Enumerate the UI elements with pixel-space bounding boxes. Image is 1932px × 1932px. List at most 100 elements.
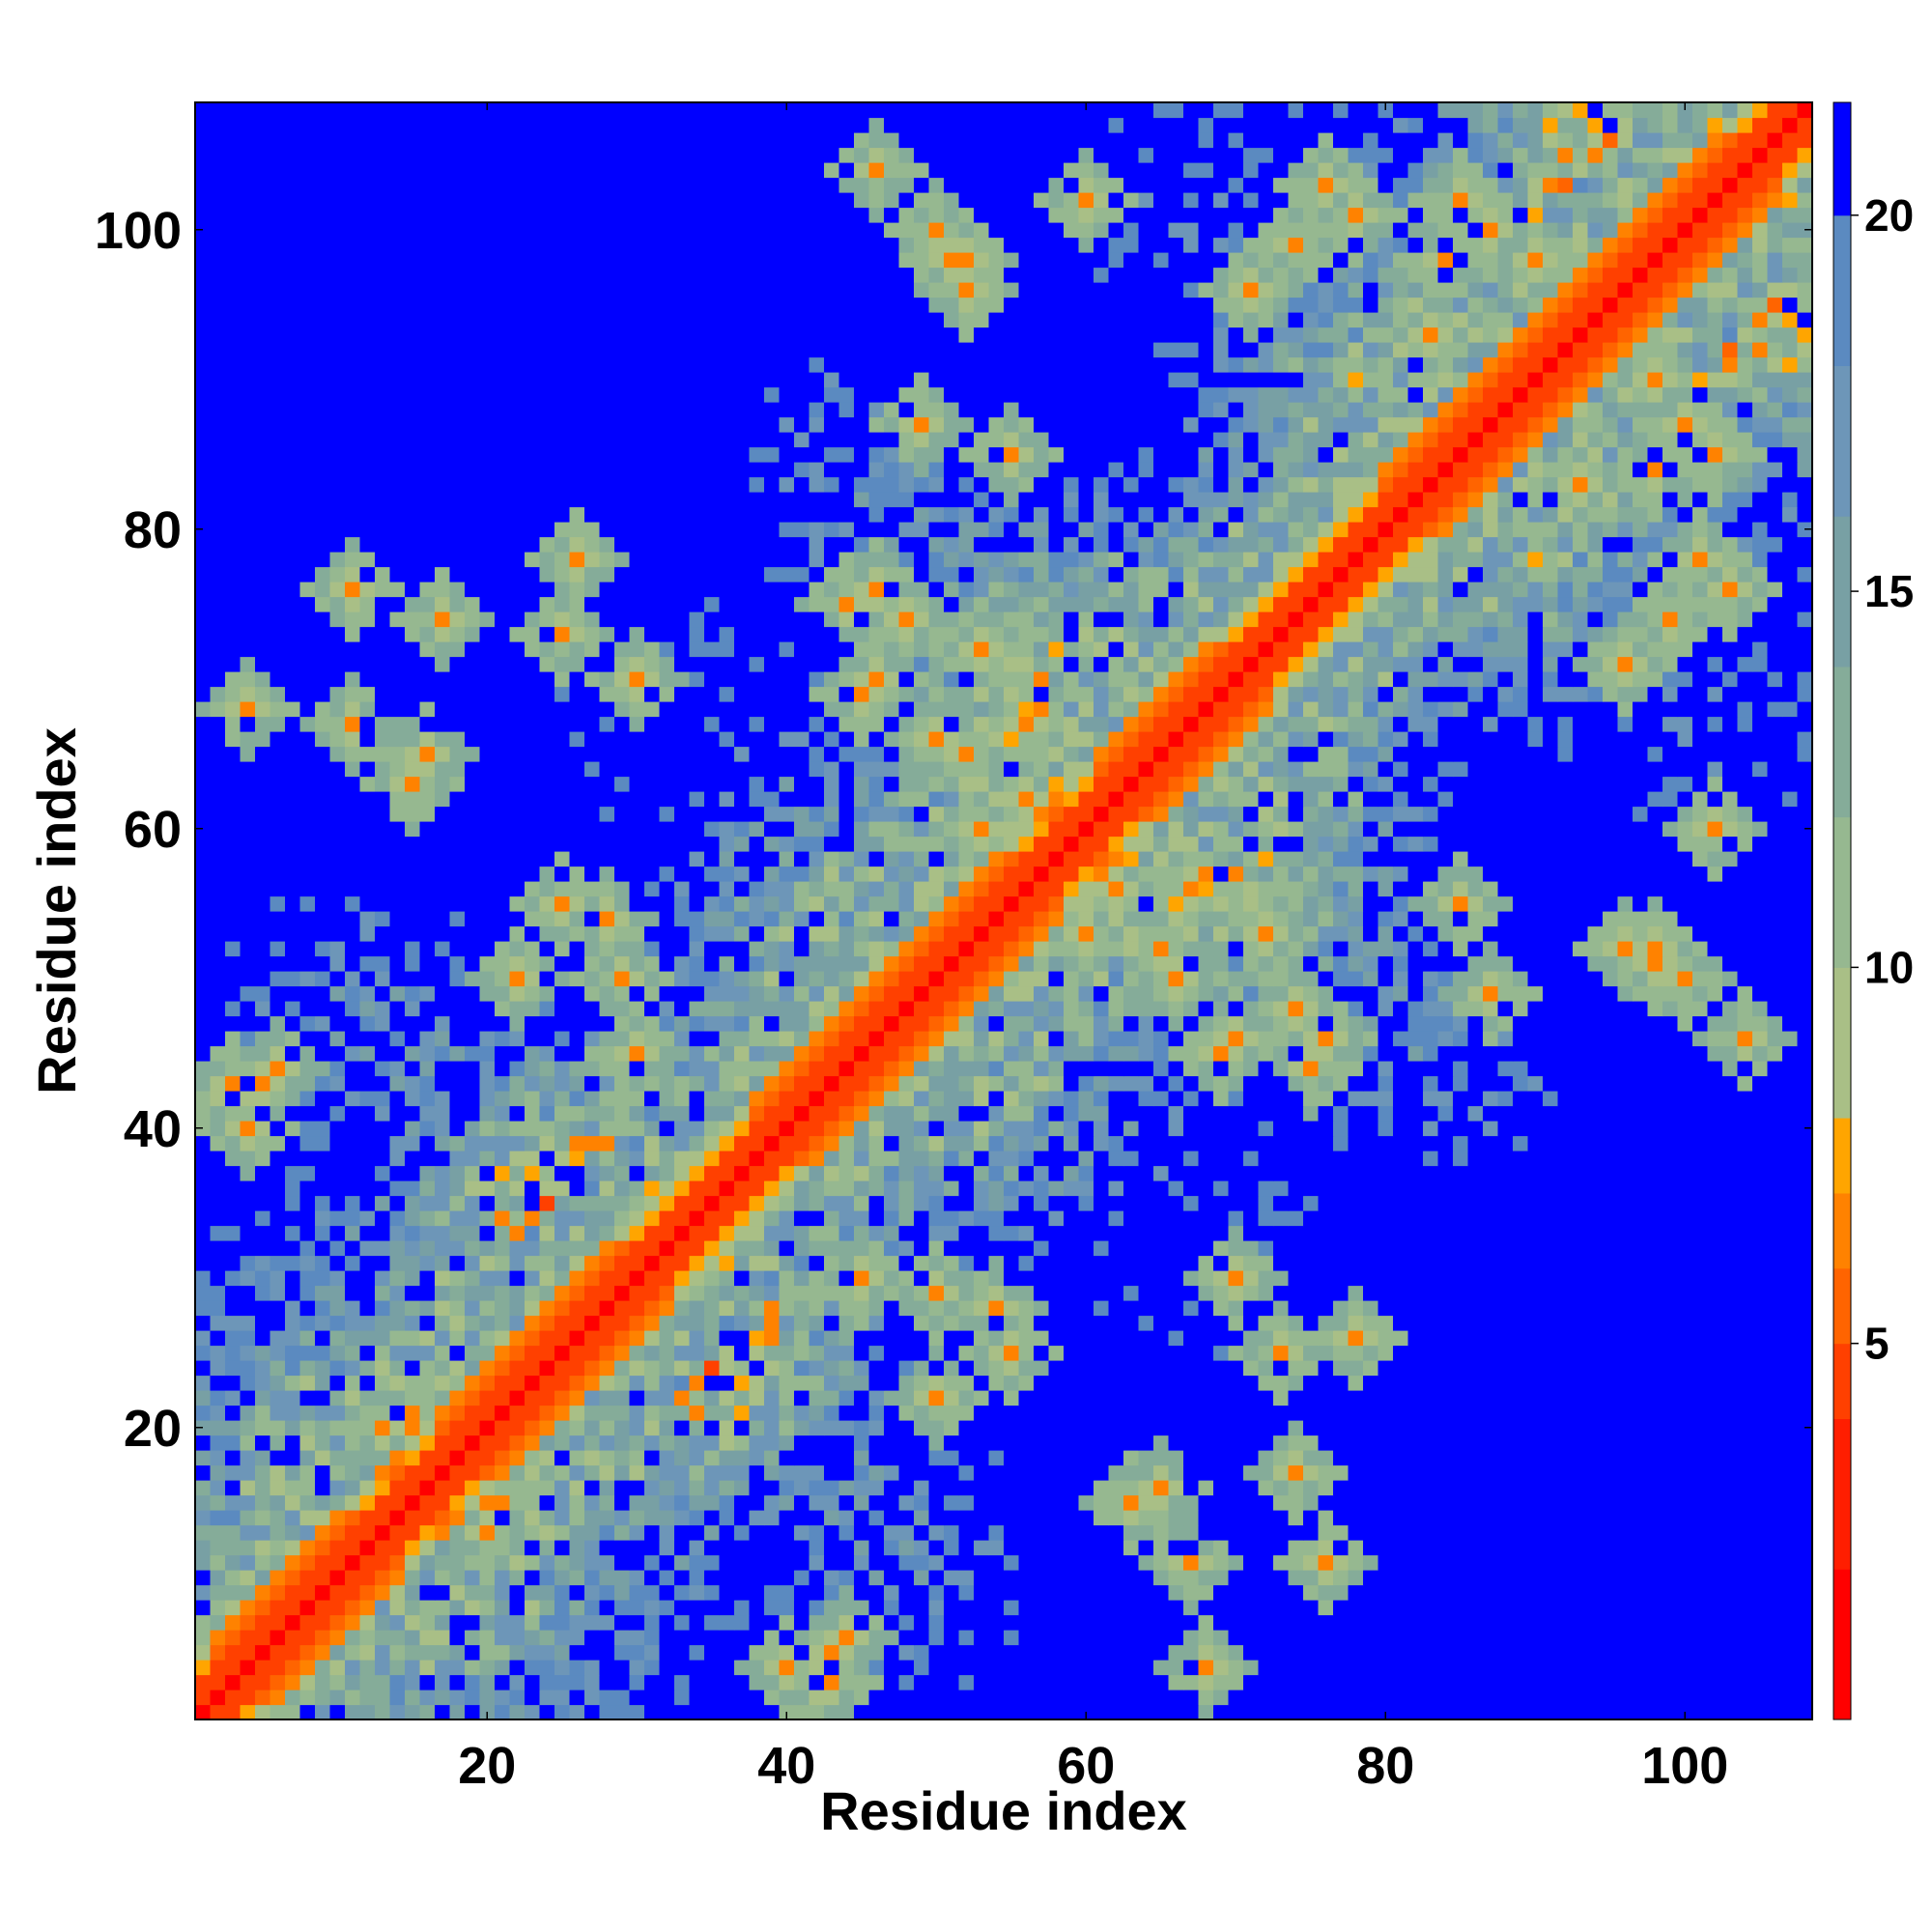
heatmap-cell bbox=[1333, 1330, 1350, 1347]
heatmap-cell bbox=[495, 1360, 511, 1377]
heatmap-cell bbox=[509, 1001, 526, 1017]
heatmap-cell bbox=[539, 851, 555, 867]
heatmap-cell bbox=[375, 866, 391, 882]
heatmap-cell bbox=[389, 147, 406, 163]
heatmap-cell bbox=[225, 851, 242, 867]
heatmap-cell bbox=[225, 402, 242, 418]
heatmap-cell bbox=[195, 701, 212, 718]
heatmap-cell bbox=[1273, 1644, 1290, 1661]
heatmap-cell bbox=[465, 671, 481, 688]
heatmap-cell bbox=[419, 222, 436, 239]
heatmap-cell bbox=[1243, 1345, 1260, 1361]
heatmap-cell bbox=[1363, 1450, 1379, 1466]
heatmap-cell bbox=[1123, 1570, 1140, 1586]
heatmap-cell bbox=[525, 446, 541, 463]
heatmap-cell bbox=[1363, 1494, 1379, 1511]
heatmap-cell bbox=[329, 626, 346, 642]
heatmap-cell bbox=[449, 1091, 466, 1107]
heatmap-cell bbox=[495, 1270, 511, 1287]
heatmap-cell bbox=[764, 1704, 781, 1720]
heatmap-cell bbox=[1513, 1345, 1529, 1361]
heatmap-cell bbox=[914, 1704, 930, 1720]
heatmap-cell bbox=[1168, 1480, 1184, 1496]
heatmap-cell bbox=[1273, 1674, 1290, 1690]
heatmap-cell bbox=[689, 1644, 705, 1661]
heatmap-cell bbox=[1497, 1450, 1514, 1466]
heatmap-cell bbox=[1183, 1420, 1200, 1436]
heatmap-cell bbox=[495, 386, 511, 403]
heatmap-cell bbox=[1213, 1330, 1230, 1347]
heatmap-cell bbox=[1692, 1524, 1709, 1541]
heatmap-cell bbox=[525, 402, 541, 418]
heatmap-cell bbox=[554, 1524, 571, 1541]
heatmap-cell bbox=[539, 1001, 555, 1017]
heatmap-cell bbox=[299, 596, 316, 612]
heatmap-cell bbox=[1797, 1390, 1813, 1406]
heatmap-cell bbox=[1183, 1630, 1200, 1646]
heatmap-cell bbox=[509, 327, 526, 343]
heatmap-cell bbox=[569, 356, 585, 373]
heatmap-cell bbox=[1123, 1330, 1140, 1347]
heatmap-cell bbox=[809, 1524, 825, 1541]
heatmap-cell bbox=[329, 297, 346, 313]
heatmap-cell bbox=[359, 686, 376, 702]
heatmap-cell bbox=[1243, 1584, 1260, 1601]
heatmap-cell bbox=[299, 386, 316, 403]
heatmap-cell bbox=[794, 1480, 810, 1496]
heatmap-cell bbox=[719, 1464, 735, 1481]
heatmap-cell bbox=[1483, 1674, 1499, 1690]
heatmap-cell bbox=[419, 656, 436, 672]
heatmap-cell bbox=[1048, 1330, 1065, 1347]
heatmap-cell bbox=[1543, 1420, 1559, 1436]
heatmap-cell bbox=[1527, 1405, 1544, 1421]
heatmap-cell bbox=[1123, 1405, 1140, 1421]
heatmap-cell bbox=[554, 1240, 571, 1257]
heatmap-cell bbox=[1243, 1464, 1260, 1481]
heatmap-cell bbox=[195, 446, 212, 463]
heatmap-cell bbox=[509, 895, 526, 912]
heatmap-cell bbox=[1557, 1510, 1574, 1526]
heatmap-cell bbox=[270, 372, 286, 388]
heatmap-cell bbox=[854, 1644, 870, 1661]
heatmap-cell bbox=[1034, 1630, 1050, 1646]
heatmap-cell bbox=[495, 506, 511, 523]
heatmap-cell bbox=[479, 552, 496, 568]
heatmap-cell bbox=[884, 1614, 900, 1631]
heatmap-cell bbox=[225, 1644, 242, 1661]
heatmap-cell bbox=[449, 1015, 466, 1032]
heatmap-cell bbox=[225, 1690, 242, 1706]
heatmap-cell bbox=[734, 1345, 751, 1361]
heatmap-cell bbox=[1303, 1375, 1320, 1391]
heatmap-cell bbox=[345, 1255, 361, 1271]
heatmap-cell bbox=[1603, 1600, 1619, 1616]
heatmap-cell bbox=[270, 925, 286, 942]
heatmap-cell bbox=[465, 626, 481, 642]
heatmap-cell bbox=[359, 836, 376, 852]
heatmap-cell bbox=[1228, 1644, 1244, 1661]
heatmap-cell bbox=[749, 1540, 765, 1556]
heatmap-cell bbox=[1273, 1630, 1290, 1646]
heatmap-cell bbox=[299, 117, 316, 133]
heatmap-cell bbox=[554, 686, 571, 702]
heatmap-cell bbox=[1078, 1614, 1094, 1631]
heatmap-cell bbox=[195, 1510, 212, 1526]
heatmap-cell bbox=[704, 1390, 721, 1406]
heatmap-cell bbox=[779, 1600, 795, 1616]
heatmap-cell bbox=[614, 1630, 631, 1646]
heatmap-cell bbox=[584, 1105, 601, 1122]
heatmap-cell bbox=[509, 117, 526, 133]
heatmap-cell bbox=[195, 386, 212, 403]
heatmap-cell bbox=[195, 1584, 212, 1601]
heatmap-cell bbox=[1647, 1405, 1663, 1421]
heatmap-cell bbox=[479, 177, 496, 193]
heatmap-cell bbox=[240, 327, 256, 343]
heatmap-cell bbox=[525, 1614, 541, 1631]
heatmap-cell bbox=[359, 611, 376, 628]
heatmap-cell bbox=[270, 821, 286, 838]
heatmap-cell bbox=[1004, 1360, 1020, 1377]
heatmap-cell bbox=[554, 566, 571, 582]
heatmap-cell bbox=[495, 1405, 511, 1421]
heatmap-cell bbox=[659, 1494, 675, 1511]
heatmap-cell bbox=[1064, 1360, 1080, 1377]
heatmap-cell bbox=[1048, 1405, 1065, 1421]
